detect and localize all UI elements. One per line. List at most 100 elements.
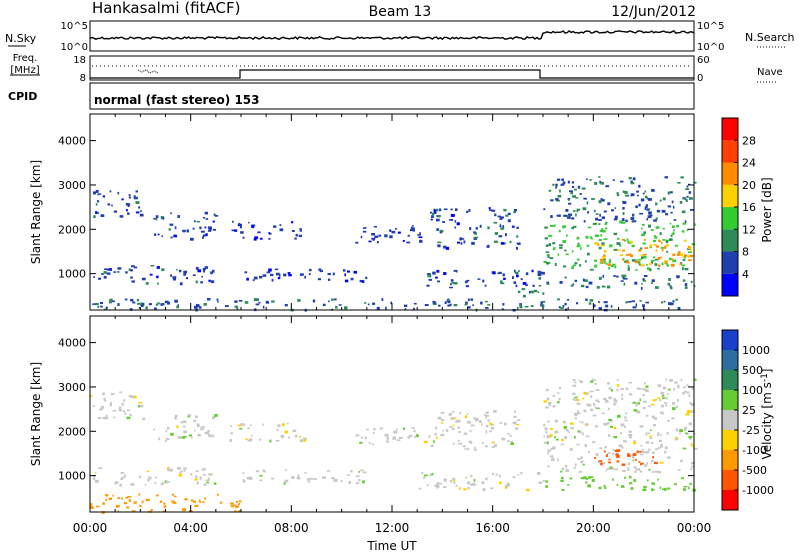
power-cell <box>688 259 692 262</box>
power-cell <box>234 300 238 303</box>
velocity-cell <box>482 488 486 492</box>
velocity-cell <box>457 426 460 429</box>
power-cell <box>597 243 600 247</box>
power-cell <box>484 284 487 287</box>
velocity-cell <box>657 471 661 474</box>
power-cell <box>682 279 686 282</box>
velocity-cell <box>485 424 489 428</box>
power-cell <box>565 253 569 256</box>
velocity-cell <box>616 460 620 463</box>
velocity-cell <box>179 471 182 474</box>
power-cell <box>438 304 441 307</box>
power-cell <box>410 227 415 230</box>
velocity-cell <box>172 501 177 504</box>
power-cell <box>676 224 679 228</box>
velocity-cell <box>306 478 311 481</box>
power-cell <box>497 215 501 218</box>
power-cell <box>304 275 306 279</box>
velocity-cell <box>633 466 637 469</box>
freq-tick-bottom: 8 <box>80 73 86 84</box>
velocity-cell <box>613 399 618 403</box>
velocity-cell <box>450 417 454 420</box>
velocity-cell <box>643 382 646 385</box>
power-cell <box>670 191 673 194</box>
velocity-cell <box>360 469 364 472</box>
power-cell <box>543 260 547 263</box>
velocity-cell <box>579 421 581 423</box>
velocity-cell <box>471 482 476 486</box>
velocity-cell <box>643 400 647 403</box>
velocity-cell <box>652 399 656 402</box>
power-cell <box>252 279 255 282</box>
velocity-cell <box>440 433 445 436</box>
power-cell <box>562 265 567 268</box>
velocity-cell <box>643 451 648 454</box>
power-cell <box>494 213 497 217</box>
power-colorbar-label: Power [dB] <box>760 177 774 242</box>
velocity-cell <box>572 392 576 395</box>
power-cell <box>257 298 259 301</box>
power-cell <box>568 202 572 205</box>
velocity-cell <box>448 413 452 416</box>
power-cell <box>548 261 551 264</box>
velocity-cell <box>616 388 619 392</box>
power-cell <box>669 222 672 225</box>
velocity-cell <box>490 427 495 430</box>
power-cell <box>626 259 629 263</box>
power-cell <box>640 254 643 257</box>
velocity-cell <box>652 488 655 491</box>
power-cell <box>614 207 617 210</box>
power-cell <box>685 199 688 202</box>
power-cell <box>284 304 288 307</box>
power-cell <box>435 208 439 212</box>
power-cell <box>167 301 170 305</box>
velocity-cell <box>466 413 469 415</box>
velocity-cell <box>442 429 445 432</box>
power-cell <box>501 216 504 219</box>
power-cell <box>291 230 295 232</box>
velocity-cell <box>174 416 177 420</box>
velocity-cell <box>616 455 620 459</box>
power-cell <box>507 219 511 223</box>
power-cell <box>205 233 208 237</box>
power-cell <box>639 212 643 215</box>
velocity-cell <box>112 410 117 412</box>
velocity-cell <box>623 440 627 443</box>
power-cell <box>661 209 666 213</box>
velocity-cell <box>236 500 239 503</box>
velocity-cell <box>587 404 590 407</box>
power-cell <box>684 256 686 259</box>
power-cell <box>648 208 651 210</box>
power-cell <box>364 302 367 304</box>
velocity-cell <box>566 468 568 472</box>
power-cell <box>156 266 160 269</box>
velocity-cell <box>589 476 594 478</box>
power-cell <box>212 269 215 273</box>
power-cell <box>632 177 636 181</box>
velocity-cell <box>590 395 593 398</box>
power-cell <box>443 245 447 249</box>
velocity-cell <box>505 484 509 488</box>
power-cell <box>518 270 520 272</box>
power-cell <box>605 227 608 230</box>
power-cell <box>342 269 346 272</box>
velocity-ylabel: Slant Range [km] <box>29 362 43 466</box>
power-cell <box>577 242 580 245</box>
velocity-cell <box>303 439 306 442</box>
velocity-cell <box>642 406 646 409</box>
power-cell <box>193 220 196 223</box>
velocity-cell <box>629 482 633 485</box>
velocity-cell <box>666 487 671 490</box>
power-cell <box>612 179 615 181</box>
velocity-cell <box>651 442 654 444</box>
freq-trace <box>90 69 694 79</box>
power-cell <box>681 264 685 267</box>
power-cell <box>160 303 163 306</box>
velocity-cell <box>557 401 560 404</box>
power-cell <box>515 246 518 250</box>
power-cell <box>141 277 146 281</box>
power-cell <box>200 230 205 233</box>
velocity-range-tick-label: 4000 <box>58 337 86 350</box>
power-cell <box>133 195 136 198</box>
velocity-cell <box>119 483 123 487</box>
